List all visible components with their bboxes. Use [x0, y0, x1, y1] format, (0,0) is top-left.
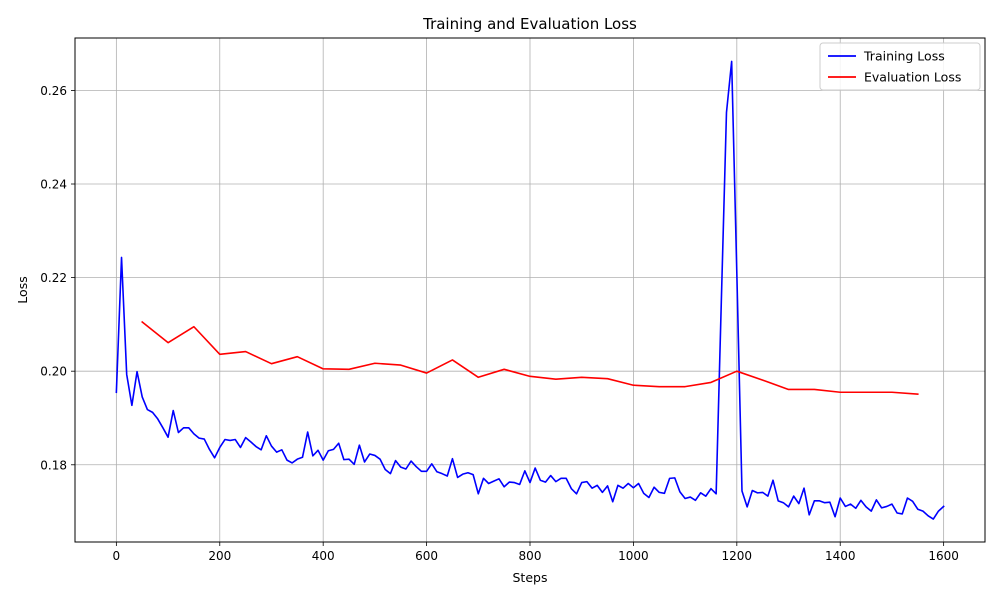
grid [75, 38, 985, 542]
series-line-training-loss [115, 60, 945, 520]
y-tick-label: 0.18 [40, 458, 67, 472]
x-tick-label: 1000 [618, 549, 649, 563]
x-axis-title: Steps [513, 570, 548, 585]
y-tick-label: 0.22 [40, 271, 67, 285]
chart-title: Training and Evaluation Loss [422, 15, 637, 33]
x-tick-label: 800 [519, 549, 542, 563]
y-tick-label: 0.26 [40, 84, 67, 98]
y-tick-label: 0.24 [40, 178, 67, 192]
x-tick-label: 1200 [722, 549, 753, 563]
axis-ticks: 0 200 400 600 800 1000 1200 1400 1600 0.18 0.20 0.2… [40, 84, 959, 563]
y-tick-label: 0.20 [40, 365, 67, 379]
x-tick-label: 600 [415, 549, 438, 563]
legend: Training Loss Evaluation Loss [819, 42, 981, 91]
legend-label-evaluation: Evaluation Loss [864, 70, 961, 85]
y-axis-title: Loss [15, 276, 30, 303]
x-tick-label: 0 [113, 549, 121, 563]
x-tick-label: 1600 [928, 549, 959, 563]
legend-label-training: Training Loss [863, 49, 945, 64]
x-tick-label: 1400 [825, 549, 856, 563]
legend-box [819, 42, 981, 91]
x-tick-label: 400 [312, 549, 335, 563]
series-line-evaluation-loss [141, 320, 919, 395]
plot-area [115, 60, 945, 520]
x-tick-label: 200 [208, 549, 231, 563]
